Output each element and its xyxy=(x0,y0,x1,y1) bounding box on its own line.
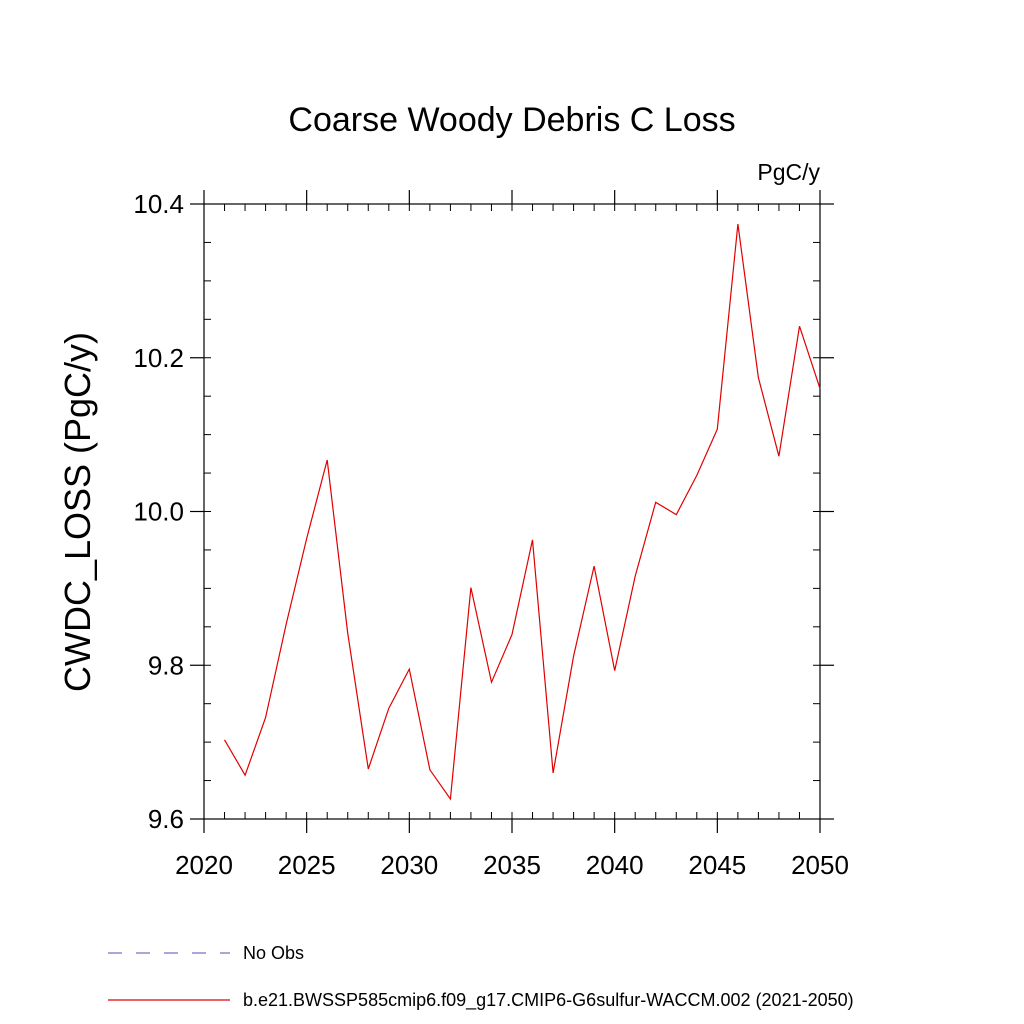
legend-label-0: No Obs xyxy=(243,943,304,963)
data-point xyxy=(819,388,821,390)
y-axis-label: CWDC_LOSS (PgC/y) xyxy=(57,332,98,692)
data-point xyxy=(470,587,472,589)
x-tick-label: 2045 xyxy=(688,850,746,880)
data-point xyxy=(696,474,698,476)
y-tick-label: 9.6 xyxy=(148,804,184,834)
data-point xyxy=(716,428,718,430)
data-point xyxy=(285,624,287,626)
data-point xyxy=(388,707,390,709)
data-point xyxy=(265,717,267,719)
data-point xyxy=(408,668,410,670)
series-line-0 xyxy=(223,223,821,801)
data-point xyxy=(737,223,739,225)
data-point xyxy=(306,537,308,539)
x-tick-label: 2030 xyxy=(380,850,438,880)
data-point xyxy=(778,455,780,457)
data-point xyxy=(347,632,349,634)
data-point xyxy=(593,565,595,567)
data-point xyxy=(798,325,800,327)
data-point xyxy=(429,769,431,771)
y-tick-label: 10.4 xyxy=(133,189,184,219)
data-point xyxy=(224,739,226,741)
data-point xyxy=(675,514,677,516)
units-label: PgC/y xyxy=(757,159,820,185)
data-point xyxy=(634,575,636,577)
x-tick-label: 2020 xyxy=(175,850,233,880)
data-point xyxy=(757,377,759,379)
legend-label-1: b.e21.BWSSP585cmip6.f09_g17.CMIP6-G6sulf… xyxy=(243,990,854,1011)
y-tick-label: 9.8 xyxy=(148,650,184,680)
plot-frame xyxy=(203,203,821,820)
x-tick-label: 2040 xyxy=(586,850,644,880)
data-point xyxy=(511,634,513,636)
x-tick-label: 2050 xyxy=(791,850,849,880)
data-point xyxy=(490,681,492,683)
legend: No Obs b.e21.BWSSP585cmip6.f09_g17.CMIP6-… xyxy=(108,943,854,1011)
x-tick-label: 2025 xyxy=(278,850,336,880)
x-tick-label: 2035 xyxy=(483,850,541,880)
data-point xyxy=(532,539,534,541)
data-point xyxy=(614,670,616,672)
data-point xyxy=(244,774,246,776)
data-point xyxy=(367,768,369,770)
data-point xyxy=(449,798,451,800)
y-tick-label: 10.2 xyxy=(133,343,184,373)
chart-title: Coarse Woody Debris C Loss xyxy=(288,101,735,139)
data-point xyxy=(655,501,657,503)
y-tick-label: 10.0 xyxy=(133,497,184,527)
data-point xyxy=(573,655,575,657)
data-point xyxy=(326,459,328,461)
data-point xyxy=(552,772,554,774)
plot-area: 9.6 9.8 10.0 10.2 10.4 2020 2025 2030 2035 2040 20… xyxy=(133,189,849,880)
